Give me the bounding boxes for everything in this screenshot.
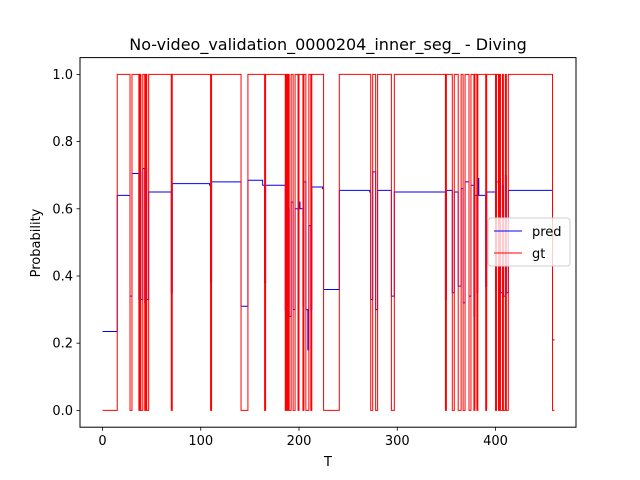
y-tick-label: 0.6: [52, 202, 73, 217]
x-tick-label: 300: [385, 434, 410, 449]
legend-box: [487, 217, 571, 267]
y-axis-label: Probability: [29, 208, 44, 277]
y-axis: 0.0 0.2 0.4 0.6 0.8 1.0: [52, 68, 80, 419]
plot-lines: [102, 73, 555, 411]
series-line-gt: [102, 73, 555, 411]
x-axis-label: T: [323, 455, 332, 470]
x-tick-label: 200: [287, 434, 312, 449]
legend: pred gt: [487, 217, 571, 267]
axes-frame: [79, 57, 577, 428]
y-tick-label: 0.8: [52, 135, 73, 150]
y-tick-label: 0.4: [52, 270, 73, 285]
y-tick-label: 0.2: [52, 337, 73, 352]
x-tick-label: 400: [483, 434, 508, 449]
x-tick-label: 0: [98, 434, 106, 449]
x-axis: 0 100 200 300 400: [98, 427, 508, 449]
x-tick-label: 100: [188, 434, 213, 449]
y-tick-label: 0.0: [52, 404, 73, 419]
chart-title: No-video_validation_0000204_inner_seg_ -…: [129, 35, 527, 55]
legend-label-pred: pred: [532, 225, 562, 240]
y-tick-label: 1.0: [52, 68, 73, 83]
legend-label-gt: gt: [532, 247, 545, 262]
